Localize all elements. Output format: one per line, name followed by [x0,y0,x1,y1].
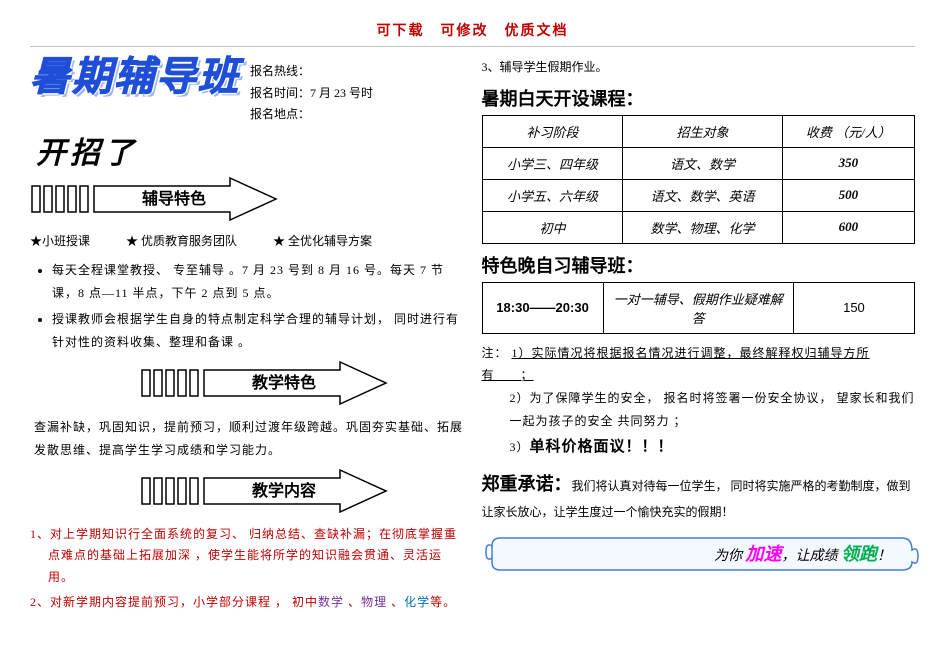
star-features: ★小班授课 ★ 优质教育服务团队 ★ 全优化辅导方案 [30,232,464,249]
content-2a: 对新学期内容提前预习，小学部分课程 ， 初中 [50,595,318,609]
arrow2-label: 教学特色 [252,373,316,392]
cell-fee-150: 150 [793,282,914,333]
th-target: 招生对象 [623,115,782,147]
banner-pre: 为你 [714,549,746,564]
subj-chem: 化学 [404,595,430,609]
two-column-layout: 暑期辅导班 报名热线： 报名时间：7 月 23 号时 报名地点： 开招了 辅导特… [30,57,915,618]
th-stage: 补习阶段 [482,115,623,147]
evening-table: 18:30——20:30 一对一辅导、假期作业疑难解答 150 [482,282,916,334]
cell-subj-34: 语文、数学 [623,147,782,179]
num-1: 1、 [30,527,50,541]
scroll-banner: 为你 加速，让成绩 领跑！ [482,532,916,576]
note-2: 2）为了保障学生的安全， 报名时将签署一份安全协议， 望家长和我们一起为孩子的安… [510,387,916,433]
banner-mid: ，让成绩 [782,549,842,564]
note-3-pre: 3） [510,440,530,454]
arrow-feature-1: 辅导特色 [30,176,464,226]
left-column: 暑期辅导班 报名热线： 报名时间：7 月 23 号时 报名地点： 开招了 辅导特… [30,57,464,618]
th-fee: 收费 （元/人） [782,115,914,147]
banner-text: 为你 加速，让成绩 领跑！ [714,540,891,566]
cell-stage-34: 小学三、四年级 [482,147,623,179]
page-header: 可下载 可修改 优质文档 [30,20,915,47]
sep1: 、 [344,595,361,609]
notes-block: 注： 1）实际情况将根据报名情况进行调整，最终解释权归辅导方所有 ； 2）为了保… [482,342,916,462]
arrow1-label: 辅导特色 [142,189,206,208]
banner-lead: 领跑 [841,544,877,564]
bullet-teachers: 授课教师会根据学生自身的特点制定科学合理的辅导计划， 同时进行有针对性的资料收集… [52,308,464,354]
note-1: 1）实际情况将根据报名情况进行调整，最终解释权归辅导方所有 ； [482,346,870,383]
wordart-title: 暑期辅导班 [30,57,240,97]
subj-math: 数学 [318,595,344,609]
note-3-body: 单科价格面议！！！ [530,438,674,455]
cell-time: 18:30——20:30 [482,282,603,333]
num-2: 2、 [30,595,50,609]
reg-hotline: 报名热线： [250,61,373,83]
daytime-courses-heading: 暑期白天开设课程： [482,85,916,111]
table-row: 18:30——20:30 一对一辅导、假期作业疑难解答 150 [482,282,915,333]
item-3-homework: 3、辅导学生假期作业。 [482,57,916,79]
content-item-2: 2、对新学期内容提前预习，小学部分课程 ， 初中数学 、物理 、化学等。 [30,592,464,614]
evening-class-heading: 特色晚自习辅导班： [482,252,916,278]
arrow3-label: 教学内容 [252,481,316,500]
table-row: 小学三、四年级 语文、数学 350 [482,147,915,179]
promise-heading: 郑重承诺： [482,474,572,494]
daytime-table: 补习阶段 招生对象 收费 （元/人） 小学三、四年级 语文、数学 350 小学五… [482,115,916,244]
arrow-feature-3: 教学内容 [140,468,464,518]
promise-block: 郑重承诺：我们将认真对待每一位学生， 同时将实施严格的考勤制度，做到让家长放心，… [482,467,916,524]
subtitle-recruiting: 开招了 [36,128,464,172]
reg-place: 报名地点： [250,104,373,126]
star-2: ★ 优质教育服务团队 [126,232,237,249]
title-row: 暑期辅导班 报名热线： 报名时间：7 月 23 号时 报名地点： [30,57,464,126]
table-row: 初中 数学、物理、化学 600 [482,211,915,243]
sep2: 、 [387,595,404,609]
cell-fee-500: 500 [782,179,914,211]
cell-fee-600: 600 [782,211,914,243]
banner-end: ！ [877,549,891,564]
registration-info: 报名热线： 报名时间：7 月 23 号时 报名地点： [250,57,373,126]
bullet-list-1: 每天全程课堂教授、 专至辅导 。7 月 23 号到 8 月 16 号。每天 7 … [30,259,464,354]
banner-accel: 加速 [746,544,782,564]
star-3: ★ 全优化辅导方案 [273,232,372,249]
teaching-feature-para: 查漏补缺，巩固知识，提前预习，顺利过渡年级跨越。巩固夯实基础、拓展发散思维、提高… [34,416,464,462]
arrow-feature-2: 教学特色 [140,360,464,410]
table-row: 小学五、六年级 语文、数学、英语 500 [482,179,915,211]
right-column: 3、辅导学生假期作业。 暑期白天开设课程： 补习阶段 招生对象 收费 （元/人）… [482,57,916,618]
reg-time: 报名时间：7 月 23 号时 [250,83,373,105]
bullet-schedule: 每天全程课堂教授、 专至辅导 。7 月 23 号到 8 月 16 号。每天 7 … [52,259,464,305]
subj-physics: 物理 [361,595,387,609]
cell-subj-jr: 数学、物理、化学 [623,211,782,243]
content-list: 1、对上学期知识行全面系统的复习、 归纳总结、查缺补漏；在彻底掌握重点难点的基础… [30,524,464,614]
content-item-1: 1、对上学期知识行全面系统的复习、 归纳总结、查缺补漏；在彻底掌握重点难点的基础… [30,524,464,589]
cell-stage-jr: 初中 [482,211,623,243]
cell-fee-350: 350 [782,147,914,179]
cell-subj-56: 语文、数学、英语 [623,179,782,211]
note-label: 注： [482,346,508,360]
star-1: ★小班授课 [30,232,90,249]
cell-desc: 一对一辅导、假期作业疑难解答 [603,282,793,333]
cell-stage-56: 小学五、六年级 [482,179,623,211]
content-1-text: 对上学期知识行全面系统的复习、 归纳总结、查缺补漏；在彻底掌握重点难点的基础上拓… [48,527,457,584]
content-2-end: 等。 [430,595,456,609]
